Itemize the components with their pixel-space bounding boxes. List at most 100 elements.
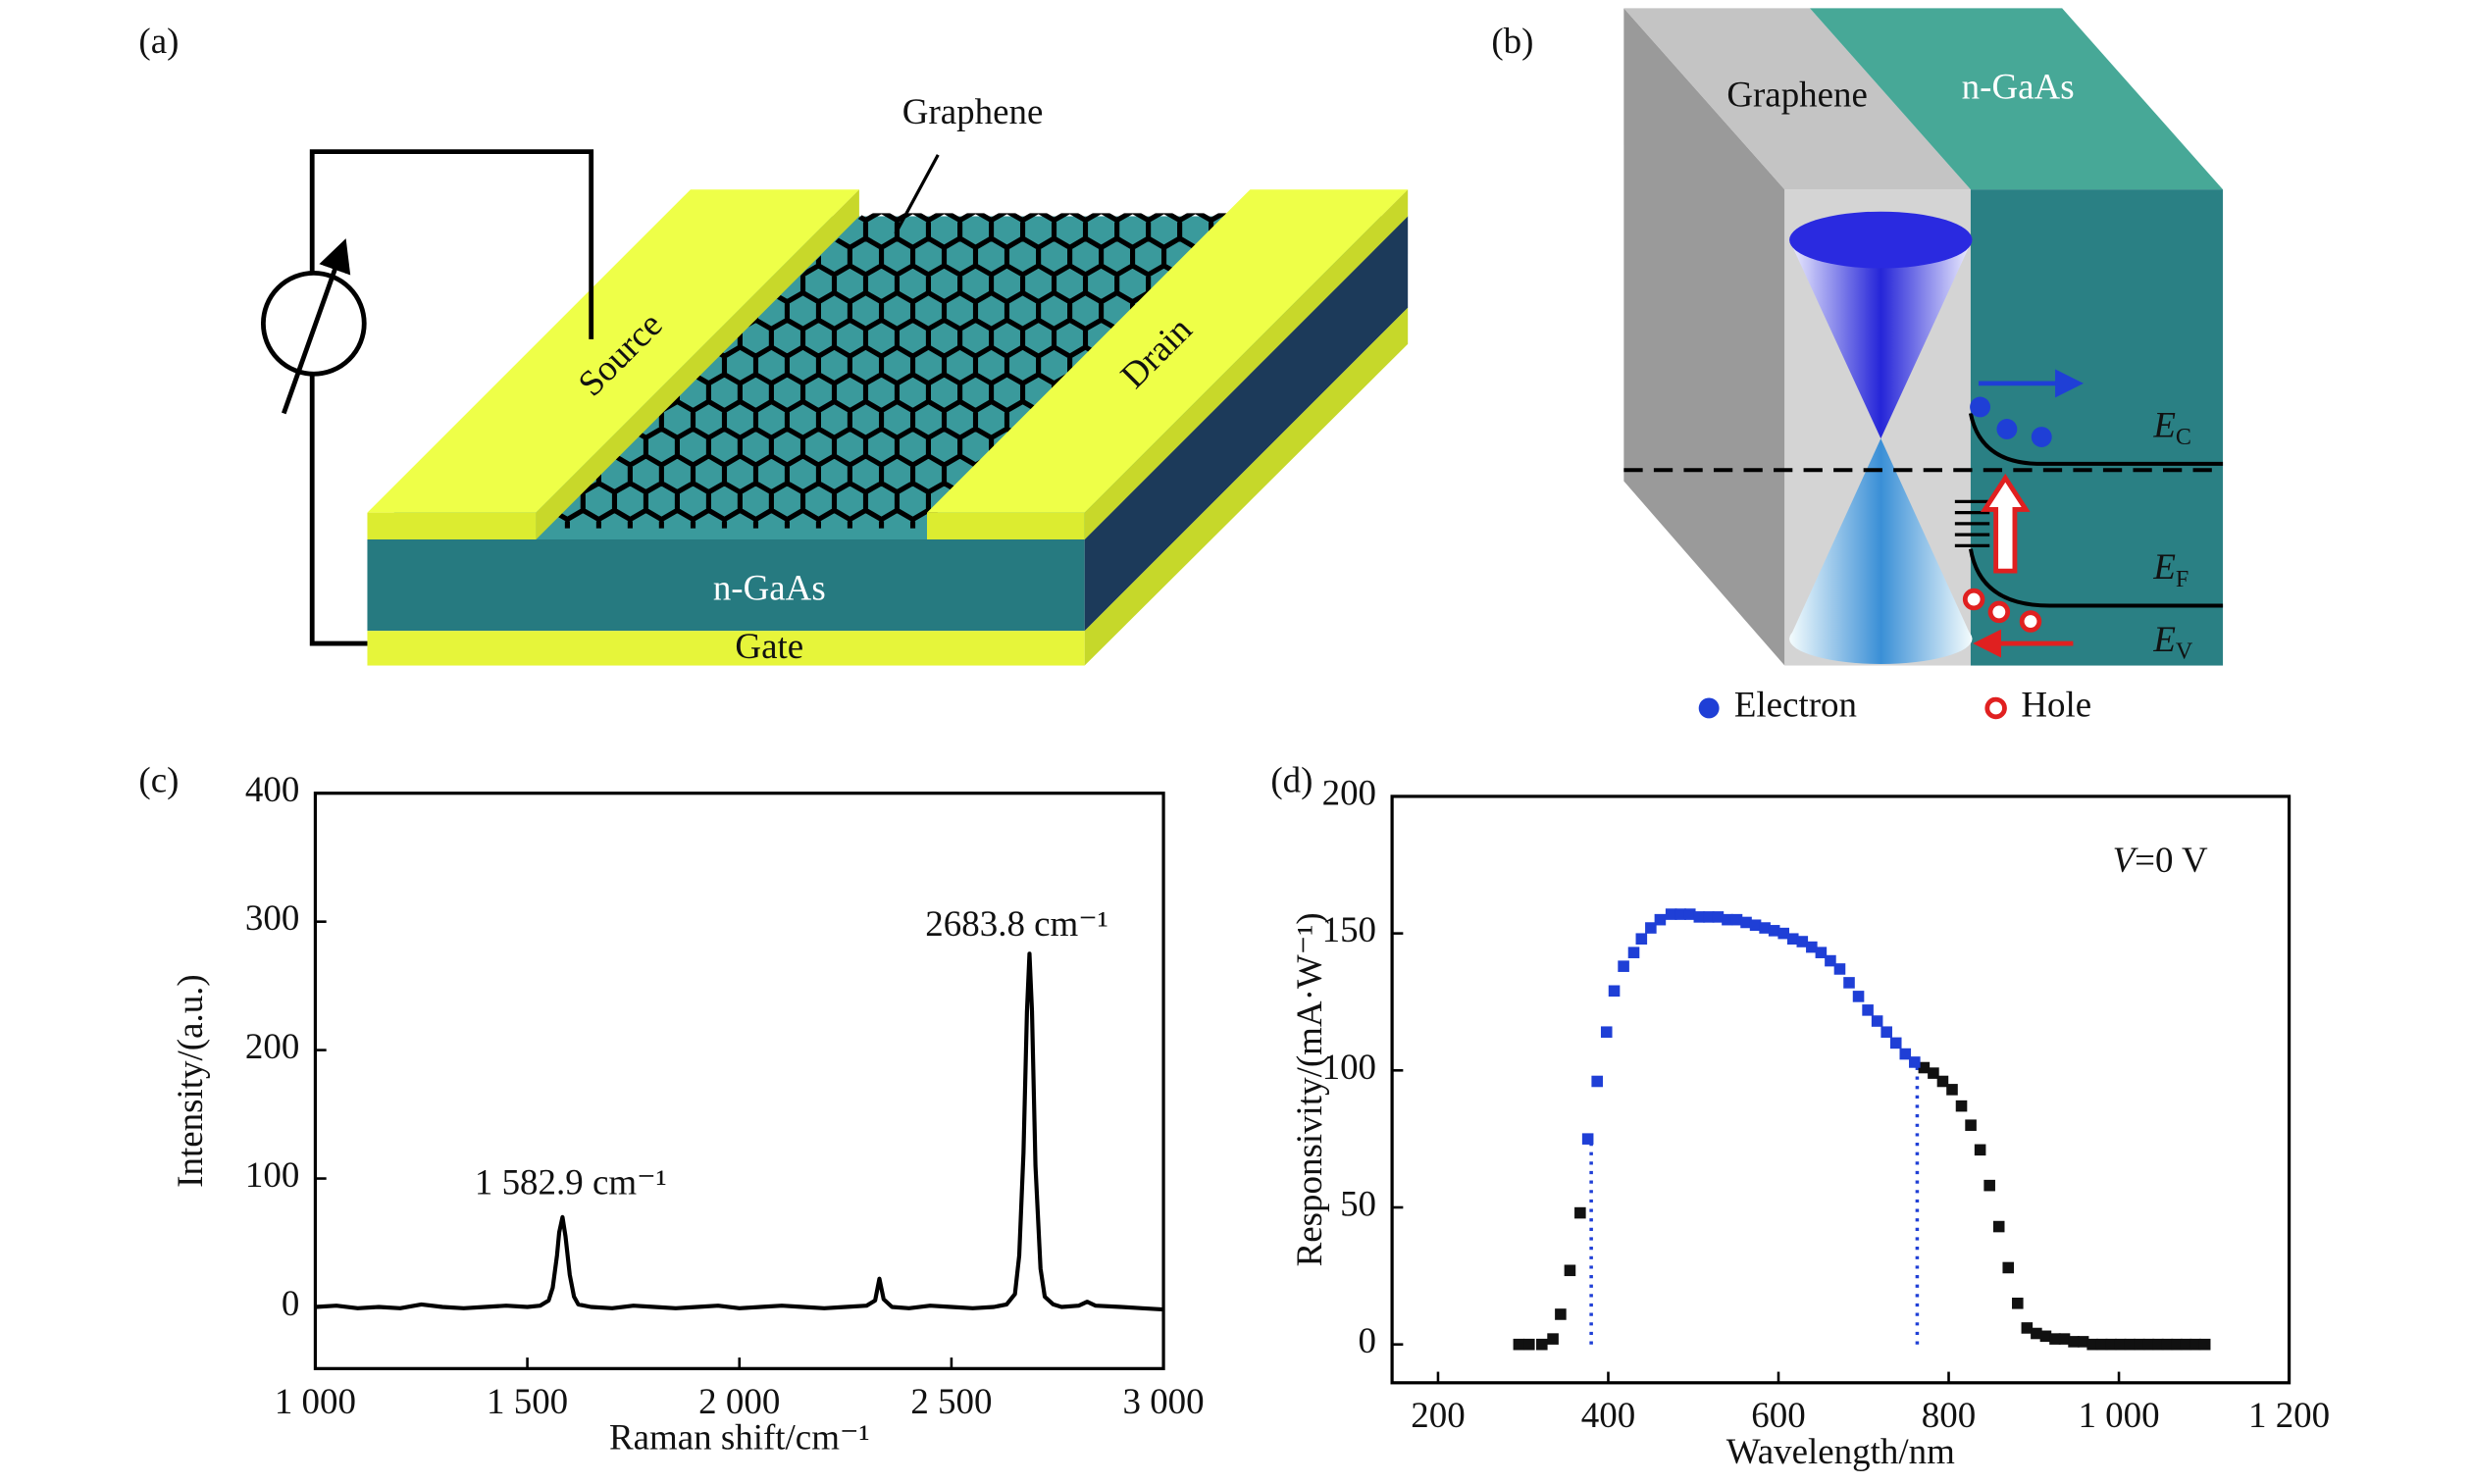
hole: [2019, 610, 2042, 633]
y-tick-label: 400: [245, 769, 299, 809]
level-label: EV: [2152, 620, 2193, 665]
gaas-top: [1810, 8, 2224, 190]
data-point: [2152, 1338, 2164, 1351]
level-symbol: E: [2152, 547, 2176, 588]
cone-bottom: [1789, 613, 1973, 664]
source-front: [367, 512, 537, 539]
x-tick-label: 1 000: [2078, 1395, 2159, 1435]
data-point: [1974, 1144, 1986, 1156]
y-tick-label: 100: [245, 1154, 299, 1195]
data-point: [1712, 911, 1725, 923]
data-point: [1928, 1067, 1939, 1079]
data-point: [2039, 1330, 2052, 1343]
level-label: EC: [2152, 405, 2191, 450]
data-point: [1547, 1333, 1559, 1345]
graphene-side: [1623, 8, 1785, 666]
meter-arrow: [282, 238, 351, 415]
graphene-label: Graphene: [1726, 74, 1868, 114]
data-point: [1645, 922, 1657, 934]
data-point: [2189, 1338, 2201, 1351]
data-point: [1665, 908, 1677, 920]
data-point: [1786, 933, 1799, 946]
level-subscript: V: [2176, 639, 2193, 664]
data-point: [1523, 1338, 1535, 1351]
x-tick-label: 1 000: [275, 1381, 356, 1421]
substrate-front: [367, 538, 1085, 632]
electron: [1970, 396, 1991, 418]
level-subscript: F: [2176, 566, 2189, 591]
circuit-wire: [309, 149, 594, 646]
legend-label: Electron: [1734, 684, 1857, 724]
level-symbol: E: [2152, 620, 2176, 660]
data-point: [2031, 1327, 2042, 1340]
y-axis-label: Intensity/(a.u.): [170, 974, 211, 1188]
data-point: [1740, 916, 1752, 929]
data-point: [2021, 1322, 2034, 1334]
drain-side: [1084, 189, 1409, 539]
gate-side: [1084, 307, 1409, 666]
data-point: [1806, 941, 1818, 953]
data-point: [1674, 908, 1687, 920]
panel-label: (b): [1491, 21, 1533, 62]
data-point: [2095, 1338, 2108, 1351]
legend-electron-marker: [1698, 697, 1720, 719]
plot-frame: [1390, 794, 2292, 1385]
data-point: [1608, 985, 1621, 998]
x-tick-label: 400: [1581, 1395, 1635, 1435]
annotation: 1 582.9 cm⁻¹: [475, 1161, 667, 1202]
data-point: [1871, 1015, 1883, 1027]
substrate-side: [1084, 216, 1409, 632]
data-point: [1899, 1048, 1912, 1060]
x-tick-label: 2 500: [910, 1381, 992, 1421]
meter: [260, 270, 367, 377]
data-point: [1833, 963, 1846, 975]
level-symbol: E: [2152, 405, 2176, 445]
hole: [1987, 600, 2011, 624]
data-point: [1574, 1206, 1586, 1219]
data-point: [1965, 1119, 1977, 1131]
level-subscript: C: [2176, 425, 2191, 450]
annotation: V=0 V: [2113, 841, 2208, 881]
excitation-arrow: [1980, 473, 2031, 574]
data-point: [1918, 1061, 1931, 1074]
substrate-label: n-GaAs: [713, 568, 826, 608]
data-point: [2077, 1336, 2089, 1348]
data-point: [1536, 1338, 1548, 1351]
data-point: [2058, 1333, 2071, 1345]
data-point: [2002, 1261, 2015, 1274]
dirac-cone-upper: [1789, 239, 1973, 439]
drain-electrode: [927, 189, 1409, 513]
data-point: [1983, 1179, 1995, 1192]
data-point: [1627, 947, 1640, 958]
data-point: [2142, 1338, 2155, 1351]
data-point: [1513, 1338, 1525, 1351]
substrate-label: n-GaAs: [1962, 66, 2075, 106]
data-point: [1936, 1075, 1949, 1088]
cone-top: [1789, 211, 1973, 269]
electron: [2031, 427, 2052, 447]
conduction-band: [1968, 413, 2224, 466]
electron: [1996, 419, 2018, 439]
legend-label: Hole: [2021, 684, 2091, 724]
data-point: [1759, 922, 1771, 934]
data-point: [2086, 1338, 2098, 1351]
data-point: [1862, 1004, 1874, 1016]
data-point: [2161, 1338, 2174, 1351]
data-point: [1635, 933, 1648, 946]
x-tick-label: 800: [1922, 1395, 1976, 1435]
data-point: [2198, 1338, 2211, 1351]
source-side: [536, 189, 859, 539]
data-point: [2180, 1338, 2192, 1351]
data-point: [2171, 1338, 2183, 1351]
annotation-variable: V: [2113, 841, 2139, 881]
x-tick-label: 1 500: [487, 1381, 568, 1421]
data-point: [1618, 960, 1629, 972]
data-point: [2012, 1297, 2024, 1309]
x-axis-label: Raman shift/cm⁻¹: [609, 1417, 870, 1458]
panel-a: (a) Graphene Source Drain n-GaAs Gate: [138, 21, 1409, 666]
legend-hole-marker: [1984, 696, 2007, 720]
plot-frame: [313, 792, 1165, 1370]
data-point: [2105, 1338, 2118, 1351]
data-point: [1946, 1084, 1958, 1096]
